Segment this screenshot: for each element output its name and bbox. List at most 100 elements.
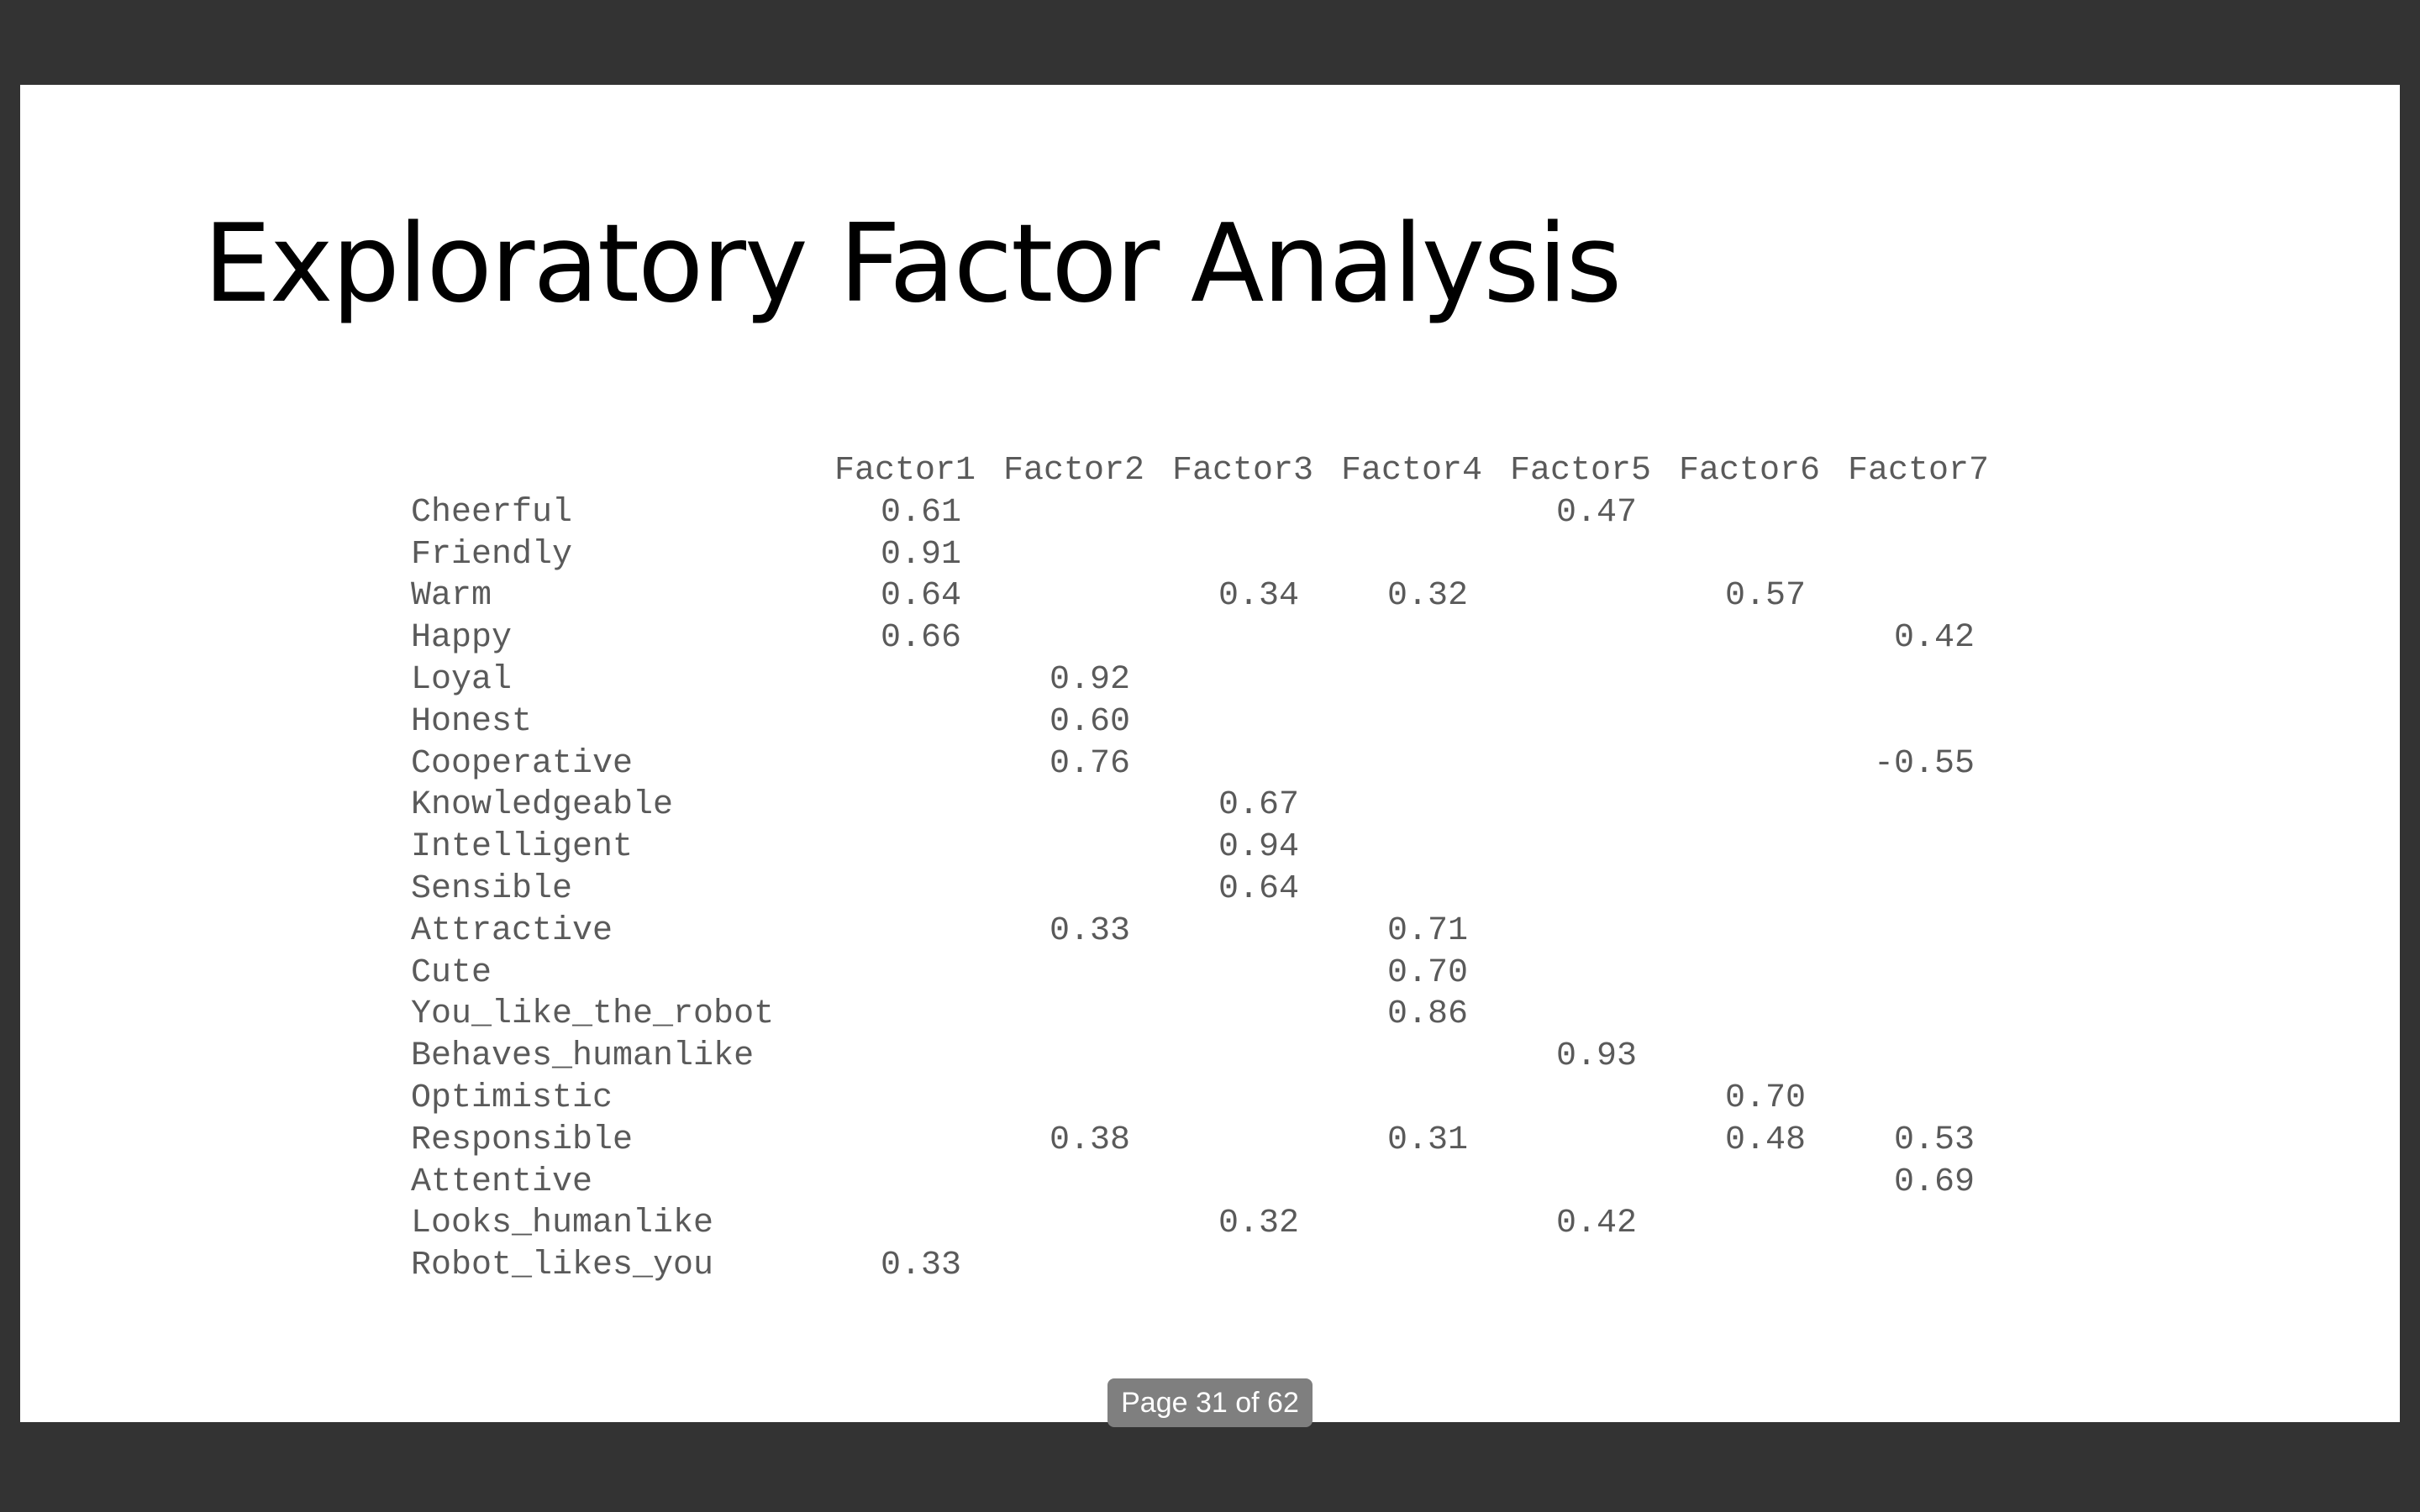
table-row: Honest 0.60 <box>411 701 2017 743</box>
loading-cell <box>1003 575 1172 617</box>
table-row: Attentive 0.69 <box>411 1162 2017 1204</box>
loading-cell <box>834 1203 1003 1245</box>
loading-cell: 0.64 <box>880 577 961 616</box>
loading-cell <box>1848 953 2017 995</box>
loading-cell <box>1172 994 1341 1036</box>
loading-cell <box>1510 1245 1679 1287</box>
column-header-factor7: Factor7 <box>1848 452 1990 490</box>
loading-cell: 0.38 <box>1049 1121 1130 1159</box>
loading-cell <box>834 659 1003 701</box>
loading-cell <box>1679 953 1848 995</box>
column-header-factor5: Factor5 <box>1510 452 1652 490</box>
loading-cell: 0.69 <box>1893 1163 1975 1201</box>
row-label: Robot_likes_you <box>411 1247 714 1285</box>
loading-cell <box>834 1036 1003 1078</box>
loading-cell <box>1341 1036 1510 1078</box>
page-indicator: Page 31 of 62 <box>1107 1378 1313 1427</box>
loading-cell <box>1341 492 1510 534</box>
loading-cell: 0.31 <box>1386 1121 1468 1159</box>
loading-cell: 0.42 <box>1893 619 1975 658</box>
loading-cell: 0.33 <box>880 1247 961 1285</box>
loading-cell <box>1003 1245 1172 1287</box>
loading-cell <box>1341 534 1510 576</box>
row-label: Looks_humanlike <box>411 1205 714 1243</box>
table-row: Friendly 0.91 <box>411 534 2017 576</box>
column-header-factor6: Factor6 <box>1679 452 1821 490</box>
loading-cell <box>1679 1203 1848 1245</box>
loading-cell: 0.86 <box>1386 995 1468 1034</box>
loading-cell <box>1003 534 1172 576</box>
table-body: Cheerful 0.61 0.47 Friendly 0.91 Warm 0.64 0.34… <box>411 492 2017 1287</box>
loading-cell <box>1679 785 1848 827</box>
row-label: Cooperative <box>411 744 634 783</box>
loading-cell <box>1848 994 2017 1036</box>
loading-cell <box>1679 911 1848 953</box>
column-header-factor3: Factor3 <box>1172 452 1314 490</box>
table-corner-cell <box>411 450 834 492</box>
loading-cell <box>1172 1120 1341 1162</box>
table-row: Robot_likes_you 0.33 <box>411 1245 2017 1287</box>
row-label: Honest <box>411 702 533 741</box>
loading-cell <box>1172 743 1341 785</box>
column-header-factor1: Factor1 <box>834 452 976 490</box>
loading-cell: 0.32 <box>1386 577 1468 616</box>
loading-cell <box>1172 1078 1341 1120</box>
loading-cell <box>1003 1036 1172 1078</box>
table-row: Optimistic 0.70 <box>411 1078 2017 1120</box>
loading-cell <box>1172 1245 1341 1287</box>
loading-cell <box>1003 1078 1172 1120</box>
loading-cell <box>1341 1203 1510 1245</box>
loading-cell: 0.32 <box>1218 1205 1299 1243</box>
loading-cell: -0.55 <box>1873 744 1975 783</box>
loading-cell <box>1003 827 1172 869</box>
loading-cell <box>1003 1162 1172 1204</box>
row-label: Cute <box>411 953 492 992</box>
loading-cell <box>1510 1120 1679 1162</box>
loading-cell <box>834 994 1003 1036</box>
loading-cell: 0.33 <box>1049 911 1130 950</box>
loading-cell <box>1341 1162 1510 1204</box>
table-row: Knowledgeable 0.67 <box>411 785 2017 827</box>
loading-cell: 0.48 <box>1724 1121 1806 1159</box>
loading-cell: 0.70 <box>1724 1079 1806 1117</box>
loading-cell <box>1848 1245 2017 1287</box>
row-label: Attentive <box>411 1163 593 1201</box>
loading-cell <box>1003 869 1172 911</box>
table-row: Warm 0.64 0.34 0.32 0.57 <box>411 575 2017 617</box>
row-label: Knowledgeable <box>411 786 674 825</box>
loading-cell <box>1679 492 1848 534</box>
loading-cell <box>1172 953 1341 995</box>
row-label: Cheerful <box>411 493 573 532</box>
column-header-factor2: Factor2 <box>1003 452 1145 490</box>
table-row: Sensible 0.64 <box>411 869 2017 911</box>
loading-cell <box>1848 659 2017 701</box>
row-label: Loyal <box>411 660 513 699</box>
row-label: Happy <box>411 619 513 658</box>
loading-cell <box>1172 701 1341 743</box>
loading-cell <box>1679 701 1848 743</box>
loading-cell: 0.60 <box>1049 702 1130 741</box>
loading-cell: 0.57 <box>1724 577 1806 616</box>
table-row: You_like_the_robot 0.86 <box>411 994 2017 1036</box>
loading-cell <box>1510 911 1679 953</box>
loading-cell: 0.53 <box>1893 1121 1975 1159</box>
loading-cell <box>1679 534 1848 576</box>
loading-cell: 0.47 <box>1555 493 1637 532</box>
loading-cell <box>1848 534 2017 576</box>
column-header-factor4: Factor4 <box>1341 452 1483 490</box>
loading-cell <box>1679 827 1848 869</box>
table-header-row: Factor1 Factor2 Factor3 Factor4 Factor5 … <box>411 450 2017 492</box>
loading-cell <box>1510 743 1679 785</box>
loading-cell <box>1003 1203 1172 1245</box>
loading-cell <box>1510 534 1679 576</box>
loading-cell <box>1510 701 1679 743</box>
loading-cell <box>1172 617 1341 659</box>
loading-cell: 0.70 <box>1386 953 1468 992</box>
loading-cell: 0.91 <box>880 535 961 574</box>
loading-cell <box>834 953 1003 995</box>
loading-cell <box>1510 1162 1679 1204</box>
loading-cell <box>1848 1036 2017 1078</box>
loading-cell <box>1510 869 1679 911</box>
row-label: Behaves_humanlike <box>411 1037 755 1076</box>
